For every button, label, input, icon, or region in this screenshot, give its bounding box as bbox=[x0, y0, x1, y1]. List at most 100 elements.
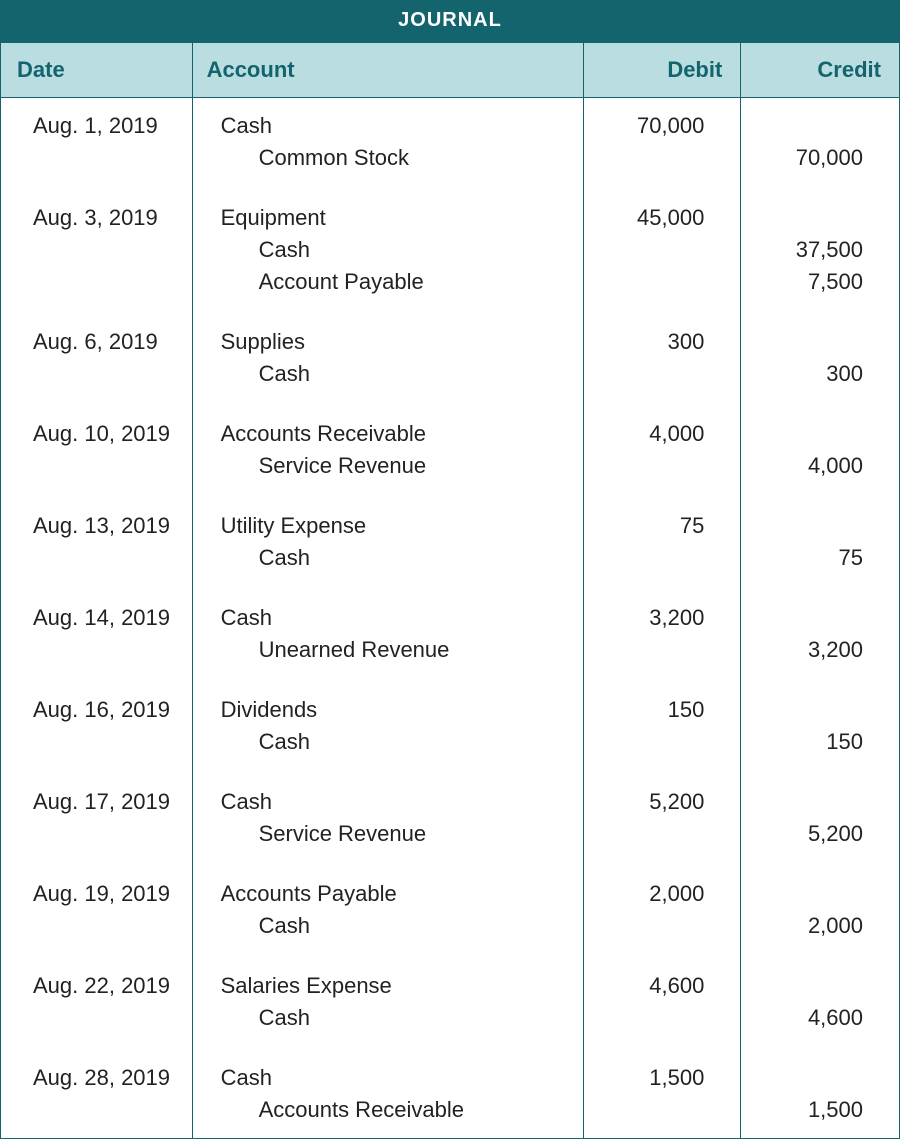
entry: Aug. 19, 2019. bbox=[17, 878, 192, 970]
credit-amount: 150 bbox=[741, 726, 881, 758]
entry: DividendsCash bbox=[207, 694, 583, 786]
entry-date: Aug. 16, 2019 bbox=[17, 694, 192, 726]
entry: CashCommon Stock bbox=[207, 102, 583, 202]
entry-date: Aug. 10, 2019 bbox=[17, 418, 192, 450]
entry: .4,000 bbox=[741, 418, 881, 510]
account-name: Cash bbox=[207, 358, 583, 390]
entry: .37,5007,500 bbox=[741, 202, 881, 326]
account-name: Accounts Receivable bbox=[207, 418, 583, 450]
entry: 45,000.. bbox=[584, 202, 723, 326]
entry: 2,000. bbox=[584, 878, 723, 970]
entry: .4,600 bbox=[741, 970, 881, 1062]
entry: .150 bbox=[741, 694, 881, 786]
entry-date: Aug. 14, 2019 bbox=[17, 602, 192, 634]
credit-amount: 4,000 bbox=[741, 450, 881, 482]
body-col-debit: 70,000.45,000..300.4,000.75.3,200.150.5,… bbox=[584, 98, 742, 1138]
entry: Aug. 6, 2019. bbox=[17, 326, 192, 418]
entry-date: Aug. 28, 2019 bbox=[17, 1062, 192, 1094]
entry: .70,000 bbox=[741, 102, 881, 202]
credit-amount: 75 bbox=[741, 542, 881, 574]
account-name: Cash bbox=[207, 542, 583, 574]
entry: Salaries ExpenseCash bbox=[207, 970, 583, 1062]
entry-date: Aug. 17, 2019 bbox=[17, 786, 192, 818]
account-name: Dividends bbox=[207, 694, 583, 726]
debit-amount: 3,200 bbox=[584, 602, 723, 634]
account-name: Accounts Receivable bbox=[207, 1094, 583, 1126]
entry-date: Aug. 19, 2019 bbox=[17, 878, 192, 910]
account-name: Account Payable bbox=[207, 266, 583, 298]
entry: Aug. 3, 2019.. bbox=[17, 202, 192, 326]
account-name: Cash bbox=[207, 110, 583, 142]
account-name: Cash bbox=[207, 602, 583, 634]
entry: .5,200 bbox=[741, 786, 881, 878]
account-name: Cash bbox=[207, 910, 583, 942]
credit-amount: 300 bbox=[741, 358, 881, 390]
entry-date: Aug. 6, 2019 bbox=[17, 326, 192, 358]
entry: 300. bbox=[584, 326, 723, 418]
col-header-debit: Debit bbox=[584, 43, 742, 97]
debit-amount: 4,600 bbox=[584, 970, 723, 1002]
body-col-credit: .70,000.37,5007,500.300.4,000.75.3,200.1… bbox=[741, 98, 899, 1138]
debit-amount: 150 bbox=[584, 694, 723, 726]
entry: 75. bbox=[584, 510, 723, 602]
entry: Aug. 14, 2019. bbox=[17, 602, 192, 694]
account-name: Salaries Expense bbox=[207, 970, 583, 1002]
col-header-account: Account bbox=[193, 43, 584, 97]
credit-amount: 37,500 bbox=[741, 234, 881, 266]
credit-amount: 3,200 bbox=[741, 634, 881, 666]
column-header-row: Date Account Debit Credit bbox=[1, 42, 899, 98]
entry: Aug. 10, 2019. bbox=[17, 418, 192, 510]
entry: .1,500 bbox=[741, 1062, 881, 1134]
col-header-credit: Credit bbox=[741, 43, 899, 97]
body-col-account: CashCommon StockEquipmentCashAccount Pay… bbox=[193, 98, 584, 1138]
entry-date: Aug. 3, 2019 bbox=[17, 202, 192, 234]
credit-amount: 1,500 bbox=[741, 1094, 881, 1126]
body-col-date: Aug. 1, 2019.Aug. 3, 2019..Aug. 6, 2019.… bbox=[1, 98, 193, 1138]
entry: 3,200. bbox=[584, 602, 723, 694]
credit-amount: 2,000 bbox=[741, 910, 881, 942]
debit-amount: 75 bbox=[584, 510, 723, 542]
entry: EquipmentCashAccount Payable bbox=[207, 202, 583, 326]
entry: .2,000 bbox=[741, 878, 881, 970]
col-header-date: Date bbox=[1, 43, 193, 97]
entry: Accounts ReceivableService Revenue bbox=[207, 418, 583, 510]
entry: 150. bbox=[584, 694, 723, 786]
entry: 4,000. bbox=[584, 418, 723, 510]
account-name: Unearned Revenue bbox=[207, 634, 583, 666]
account-name: Utility Expense bbox=[207, 510, 583, 542]
entry: CashAccounts Receivable bbox=[207, 1062, 583, 1134]
debit-amount: 70,000 bbox=[584, 110, 723, 142]
entry: Aug. 28, 2019. bbox=[17, 1062, 192, 1134]
account-name: Equipment bbox=[207, 202, 583, 234]
credit-amount: 70,000 bbox=[741, 142, 881, 174]
account-name: Service Revenue bbox=[207, 450, 583, 482]
debit-amount: 5,200 bbox=[584, 786, 723, 818]
entry: SuppliesCash bbox=[207, 326, 583, 418]
account-name: Service Revenue bbox=[207, 818, 583, 850]
account-name: Accounts Payable bbox=[207, 878, 583, 910]
entry: 4,600. bbox=[584, 970, 723, 1062]
account-name: Cash bbox=[207, 1062, 583, 1094]
entry: Utility ExpenseCash bbox=[207, 510, 583, 602]
entry: Aug. 16, 2019. bbox=[17, 694, 192, 786]
entry: CashService Revenue bbox=[207, 786, 583, 878]
account-name: Supplies bbox=[207, 326, 583, 358]
entry: Aug. 17, 2019. bbox=[17, 786, 192, 878]
account-name: Cash bbox=[207, 786, 583, 818]
credit-amount: 5,200 bbox=[741, 818, 881, 850]
entry: Accounts PayableCash bbox=[207, 878, 583, 970]
entry-date: Aug. 1, 2019 bbox=[17, 110, 192, 142]
debit-amount: 45,000 bbox=[584, 202, 723, 234]
journal-body: Aug. 1, 2019.Aug. 3, 2019..Aug. 6, 2019.… bbox=[1, 98, 899, 1138]
entry: .3,200 bbox=[741, 602, 881, 694]
credit-amount: 4,600 bbox=[741, 1002, 881, 1034]
debit-amount: 300 bbox=[584, 326, 723, 358]
debit-amount: 2,000 bbox=[584, 878, 723, 910]
entry: Aug. 22, 2019. bbox=[17, 970, 192, 1062]
entry: 5,200. bbox=[584, 786, 723, 878]
entry: Aug. 1, 2019. bbox=[17, 102, 192, 202]
debit-amount: 1,500 bbox=[584, 1062, 723, 1094]
account-name: Cash bbox=[207, 234, 583, 266]
entry: Aug. 13, 2019. bbox=[17, 510, 192, 602]
credit-amount: 7,500 bbox=[741, 266, 881, 298]
